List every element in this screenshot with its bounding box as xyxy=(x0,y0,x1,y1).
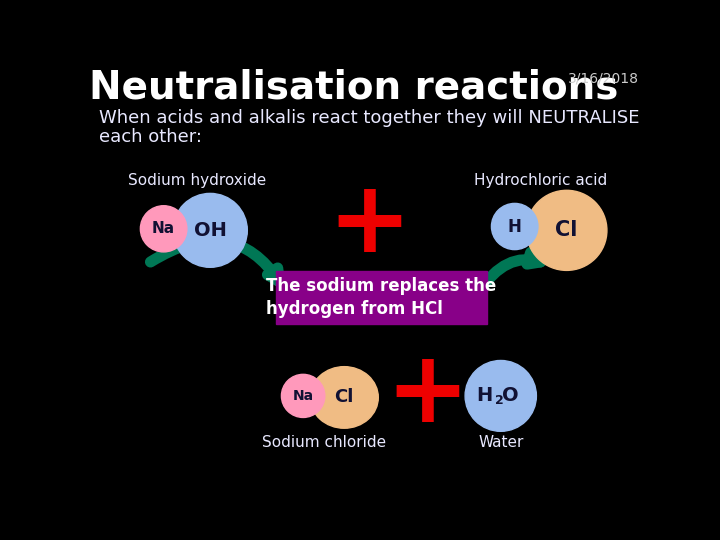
Circle shape xyxy=(465,361,536,431)
Text: H: H xyxy=(508,218,521,235)
Text: O: O xyxy=(503,387,519,406)
Circle shape xyxy=(526,190,607,271)
Text: Sodium chloride: Sodium chloride xyxy=(261,435,386,450)
FancyArrowPatch shape xyxy=(479,252,541,292)
Text: When acids and alkalis react together they will NEUTRALISE: When acids and alkalis react together th… xyxy=(99,110,640,127)
Text: Neutralisation reactions: Neutralisation reactions xyxy=(89,69,618,107)
Text: Cl: Cl xyxy=(335,388,354,407)
Text: Na: Na xyxy=(292,389,314,403)
FancyArrowPatch shape xyxy=(150,241,279,281)
Circle shape xyxy=(282,374,325,417)
Text: H: H xyxy=(477,387,493,406)
Text: +: + xyxy=(327,177,411,273)
Text: Hydrochloric acid: Hydrochloric acid xyxy=(474,173,608,188)
FancyBboxPatch shape xyxy=(276,271,487,323)
Text: Water: Water xyxy=(478,435,523,450)
Text: Sodium hydroxide: Sodium hydroxide xyxy=(128,173,266,188)
Text: 2: 2 xyxy=(495,394,503,407)
Text: OH: OH xyxy=(194,221,227,240)
Ellipse shape xyxy=(310,367,378,428)
Circle shape xyxy=(173,193,248,267)
Circle shape xyxy=(140,206,187,252)
Text: each other:: each other: xyxy=(99,128,202,146)
Text: 3/16/2018: 3/16/2018 xyxy=(567,72,639,86)
Text: The sodium replaces the
hydrogen from HCl: The sodium replaces the hydrogen from HC… xyxy=(266,276,497,318)
Text: +: + xyxy=(385,346,469,443)
Text: Na: Na xyxy=(152,221,175,237)
Circle shape xyxy=(492,204,538,249)
Text: Cl: Cl xyxy=(555,220,578,240)
